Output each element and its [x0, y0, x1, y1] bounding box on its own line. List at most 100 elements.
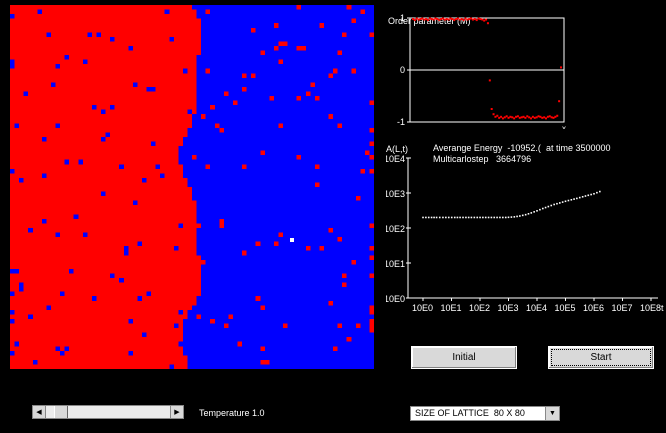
flipped-spin — [219, 218, 224, 224]
down-domain-row — [196, 55, 374, 60]
temperature-slider[interactable]: ◀ ▶ — [32, 405, 184, 419]
energy-x-tick-label: 10E3 — [498, 303, 519, 313]
energy-trace-point — [502, 216, 504, 219]
flipped-spin — [19, 177, 24, 183]
flipped-spin — [82, 232, 88, 238]
op-data-point — [438, 19, 441, 22]
down-domain-row — [187, 127, 374, 133]
flipped-spin — [214, 123, 220, 128]
energy-trace-point — [584, 195, 587, 197]
energy-data-point — [453, 216, 456, 219]
down-domain-row — [196, 218, 374, 224]
flipped-spin — [369, 328, 374, 333]
flipped-spin — [319, 246, 324, 251]
down-domain-row — [178, 159, 374, 165]
flipped-spin — [278, 41, 283, 46]
down-domain-row — [201, 45, 374, 51]
lattice-size-select[interactable]: SIZE OF LATTICE 80 X 80 ▼ — [410, 406, 560, 421]
flipped-spin — [55, 232, 61, 238]
flipped-spin — [369, 127, 374, 133]
op-data-point — [490, 108, 493, 110]
op-data-point — [545, 117, 548, 120]
initial-button[interactable]: Initial — [411, 346, 517, 369]
energy-data-point — [504, 216, 507, 219]
energy-data-point — [570, 198, 573, 201]
flipped-spin — [105, 132, 111, 137]
flipped-spin — [278, 59, 283, 65]
down-domain-row — [201, 259, 374, 265]
chevron-down-icon[interactable]: ▼ — [545, 407, 559, 420]
flipped-spin — [10, 64, 15, 69]
flipped-spin — [50, 82, 56, 87]
energy-y-tick-label: 10E2 — [386, 224, 405, 234]
op-data-point — [528, 116, 531, 119]
energy-data-point — [581, 195, 584, 198]
op-data-point — [558, 100, 561, 103]
flipped-spin — [369, 168, 374, 174]
down-domain-row — [196, 96, 374, 101]
down-domain-row — [182, 141, 374, 147]
slider-right-arrow-icon[interactable]: ▶ — [170, 406, 183, 418]
op-data-point — [477, 17, 480, 20]
down-domain-row — [196, 64, 374, 69]
average-energy-value: -10952.( — [507, 143, 541, 153]
op-data-point — [451, 18, 454, 21]
flipped-spin — [78, 159, 83, 165]
flipped-spin — [141, 332, 147, 338]
down-domain-row — [182, 318, 374, 324]
flipped-spin — [319, 23, 324, 28]
energy-trace-point — [496, 216, 498, 219]
down-domain-row — [182, 350, 374, 356]
slider-left-arrow-icon[interactable]: ◀ — [33, 406, 46, 418]
flipped-spin — [360, 9, 365, 15]
spin-lattice — [10, 5, 374, 369]
down-domain-row — [192, 191, 374, 197]
flipped-spin — [178, 164, 183, 169]
down-domain-row — [192, 118, 374, 124]
energy-y-tick-label: 10E3 — [386, 189, 405, 199]
op-data-point — [415, 17, 418, 20]
op-data-point — [483, 19, 486, 22]
energy-x-tick-label: 10E0 — [412, 303, 433, 313]
energy-x-tick-label: 10E5 — [555, 303, 576, 313]
energy-trace-point — [544, 206, 547, 209]
energy-data-point — [447, 216, 450, 219]
flipped-spin — [173, 323, 179, 329]
flipped-spin — [10, 318, 15, 324]
energy-data-point — [422, 216, 424, 219]
flipped-spin — [273, 23, 279, 28]
down-domain-row — [178, 155, 374, 160]
flipped-spin — [260, 359, 265, 365]
energy-trace-point — [578, 196, 581, 199]
flipped-spin — [10, 14, 15, 19]
flipped-spin — [251, 27, 256, 33]
flipped-spin — [273, 241, 279, 247]
energy-trace-point — [484, 216, 487, 219]
op-data-point — [546, 115, 549, 118]
flipped-spin — [337, 50, 343, 56]
down-domain-row — [201, 27, 374, 33]
energy-trace-point — [510, 216, 513, 218]
op-data-point — [458, 18, 461, 21]
flipped-spin — [328, 114, 334, 119]
down-domain-row — [201, 282, 374, 288]
op-data-point — [421, 17, 424, 20]
down-domain-row — [201, 273, 374, 278]
slider-thumb[interactable] — [53, 406, 68, 418]
energy-data-point — [542, 207, 544, 210]
flipped-spin — [333, 346, 338, 351]
op-data-point — [501, 117, 504, 120]
flipped-spin — [369, 141, 374, 147]
flipped-spin — [333, 68, 338, 74]
flipped-spin — [14, 123, 20, 128]
energy-trace-point — [456, 216, 459, 219]
op-x-end-label: x — [562, 124, 566, 129]
average-energy-label: Averange Energy — [433, 143, 503, 153]
lattice-size-value: SIZE OF LATTICE 80 X 80 — [415, 408, 525, 418]
flipped-spin — [137, 296, 142, 301]
flipped-spin — [151, 86, 156, 92]
down-domain-row — [196, 91, 374, 96]
op-data-point — [464, 17, 467, 20]
down-domain-row — [196, 86, 374, 92]
start-button[interactable]: Start — [548, 346, 654, 369]
